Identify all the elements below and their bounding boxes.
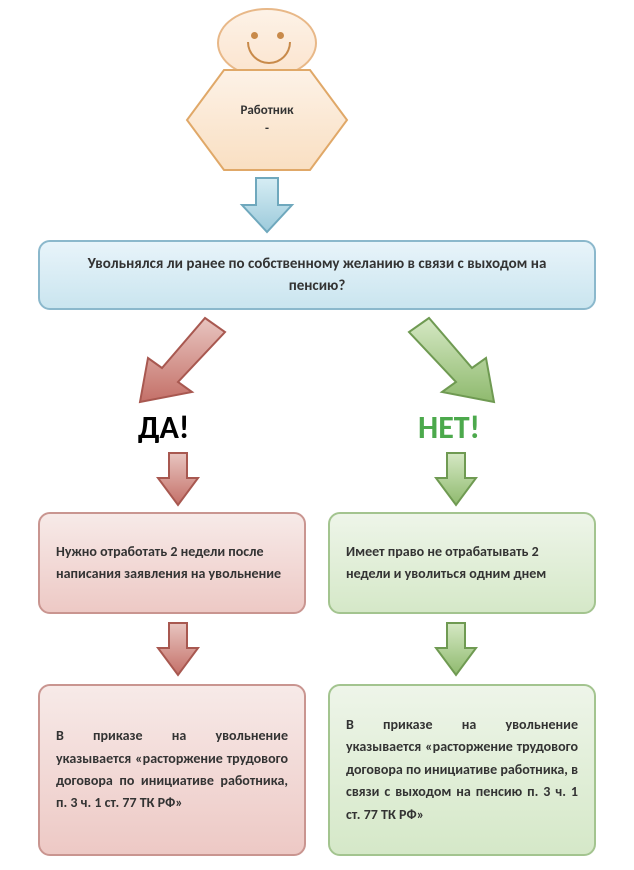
- yes-bottom-box: В приказе на увольнение указывается «рас…: [38, 684, 306, 856]
- arrow-down-red-2-icon: [154, 620, 202, 678]
- question-box: Увольнялся ли ранее по собственному жела…: [38, 240, 596, 310]
- arrow-diagonal-left-icon: [120, 310, 240, 410]
- arrow-down-green-icon: [432, 450, 480, 508]
- yes-mid-box: Нужно отработать 2 недели после написани…: [38, 512, 306, 614]
- no-mid-text: Имеет право не отрабатывать 2 недели и у…: [346, 541, 578, 586]
- arrow-down-icon: [238, 175, 296, 235]
- yes-mid-text: Нужно отработать 2 недели после написани…: [56, 541, 288, 586]
- question-text: Увольнялся ли ранее по собственному жела…: [60, 253, 574, 298]
- worker-label: Работник-: [240, 102, 293, 138]
- answer-yes: ДА!: [138, 408, 189, 447]
- yes-bottom-text: В приказе на увольнение указывается «рас…: [56, 725, 288, 815]
- worker-hexagon: Работник-: [182, 60, 352, 180]
- arrow-down-red-icon: [154, 450, 202, 508]
- no-bottom-box: В приказе на увольнение указывается «рас…: [328, 684, 596, 856]
- answer-no: НЕТ!: [418, 408, 480, 447]
- no-mid-box: Имеет право не отрабатывать 2 недели и у…: [328, 512, 596, 614]
- arrow-down-green-2-icon: [432, 620, 480, 678]
- arrow-diagonal-right-icon: [394, 310, 514, 410]
- no-bottom-text: В приказе на увольнение указывается «рас…: [346, 714, 578, 826]
